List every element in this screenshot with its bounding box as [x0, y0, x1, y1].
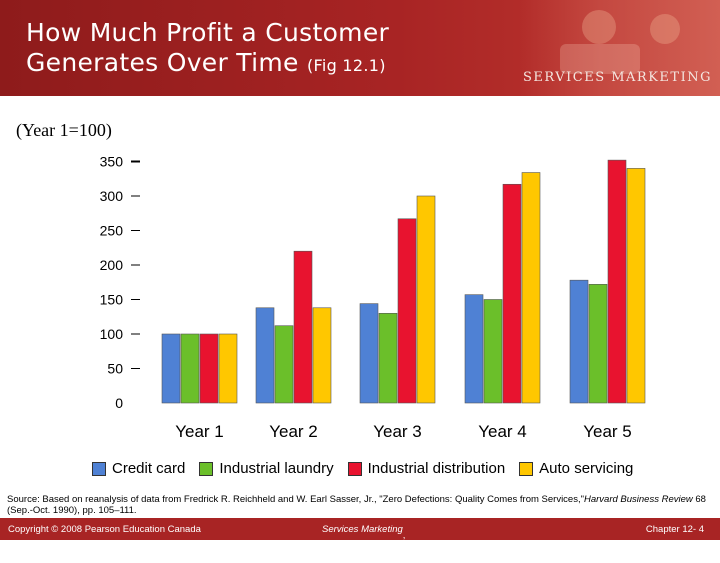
bar-industrial-laundry-4	[483, 299, 503, 404]
legend-item-credit-card: Credit card	[92, 460, 185, 477]
chart-legend: Credit card Industrial laundry Industria…	[92, 460, 647, 477]
bar-industrial-distribution-3	[397, 218, 417, 404]
y-tick-label: 350	[100, 154, 124, 170]
legend-swatch-industrial-laundry	[199, 461, 214, 476]
bar-credit-card-2	[255, 307, 275, 404]
bar-credit-card-1	[161, 333, 181, 404]
legend-swatch-industrial-distribution	[347, 461, 362, 476]
legend-item-industrial-laundry: Industrial laundry	[199, 460, 334, 477]
bar-industrial-distribution-1	[199, 333, 219, 404]
title-line-2: Generates Over Time	[26, 48, 299, 77]
legend-label-credit-card: Credit card	[112, 460, 186, 477]
photo-person-right	[650, 14, 680, 44]
title-line-1: How Much Profit a Customer	[26, 18, 390, 47]
bar-auto-servicing-4	[521, 172, 541, 404]
footer-book-edition: , Canadian Edition	[402, 530, 444, 563]
photo-desk	[560, 44, 640, 74]
bar-industrial-laundry-2	[274, 325, 294, 404]
footer-copyright: Copyright © 2008 Pearson Education Canad…	[8, 524, 201, 535]
y-tick-label: 200	[100, 257, 124, 273]
y-tick-label: 150	[100, 292, 124, 308]
bar-auto-servicing-3	[416, 195, 436, 404]
bar-industrial-laundry-5	[588, 284, 608, 404]
legend-swatch-credit-card	[92, 461, 106, 476]
legend-label-industrial-laundry: Industrial laundry	[219, 460, 334, 477]
profit-bar-chart: 350 300 250 200 150 100 50 0 Year 1 Year 2 Year 3 Y…	[100, 154, 646, 441]
source-citation: Source: Based on reanalysis of data from…	[7, 494, 712, 516]
photo-person-left	[582, 10, 616, 44]
footer-chapter: Chapter 12- 4	[645, 524, 704, 535]
bar-industrial-distribution-5	[607, 159, 627, 404]
y-tick-label: 250	[100, 223, 124, 239]
legend-label-auto-servicing: Auto servicing	[539, 460, 634, 477]
y-tick-label: 300	[100, 188, 124, 204]
chart-subtitle: (Year 1=100)	[16, 120, 112, 140]
legend-label-industrial-distribution: Industrial distribution	[367, 460, 506, 477]
legend-item-industrial-distribution: Industrial distribution	[347, 460, 506, 477]
brand-logo-text: SERVICES MARKETING	[523, 70, 712, 85]
bar-auto-servicing-1	[218, 333, 238, 404]
bar-industrial-distribution-2	[293, 250, 313, 404]
bar-industrial-laundry-1	[180, 333, 200, 404]
slide-title: How Much Profit a Customer Generates Ove…	[26, 18, 389, 81]
y-tick-label: 0	[115, 395, 123, 411]
legend-item-auto-servicing: Auto servicing	[519, 460, 633, 477]
slide-header: How Much Profit a Customer Generates Ove…	[0, 0, 720, 96]
x-category-label: Year 5	[583, 422, 632, 441]
footer-book-italic: Services Marketing	[322, 524, 403, 535]
figure-reference: (Fig 12.1)	[306, 56, 386, 75]
bar-credit-card-3	[359, 303, 379, 404]
bar-industrial-laundry-3	[378, 312, 398, 404]
x-category-label: Year 1	[175, 422, 224, 441]
slide-footer: Copyright © 2008 Pearson Education Canad…	[0, 518, 720, 563]
source-journal: Harvard Business Review	[583, 494, 693, 505]
legend-swatch-auto-servicing	[519, 461, 534, 476]
footer-book-title: Services Marketing, Canadian Edition	[322, 524, 443, 563]
bar-industrial-distribution-4	[502, 183, 522, 404]
y-tick-label: 50	[107, 361, 123, 377]
source-text: Source: Based on reanalysis of data from…	[7, 494, 584, 505]
y-tick-label: 100	[100, 326, 124, 342]
bar-credit-card-4	[464, 294, 484, 404]
header-photo	[520, 0, 720, 96]
bar-auto-servicing-5	[626, 168, 646, 404]
bar-auto-servicing-2	[312, 307, 332, 404]
source-tail: 68 (Sep.-Oct. 1990), pp. 105–111.	[7, 494, 706, 516]
bar-credit-card-5	[569, 279, 589, 404]
x-category-label: Year 4	[478, 422, 527, 441]
x-category-label: Year 3	[373, 422, 422, 441]
x-category-label: Year 2	[269, 422, 318, 441]
